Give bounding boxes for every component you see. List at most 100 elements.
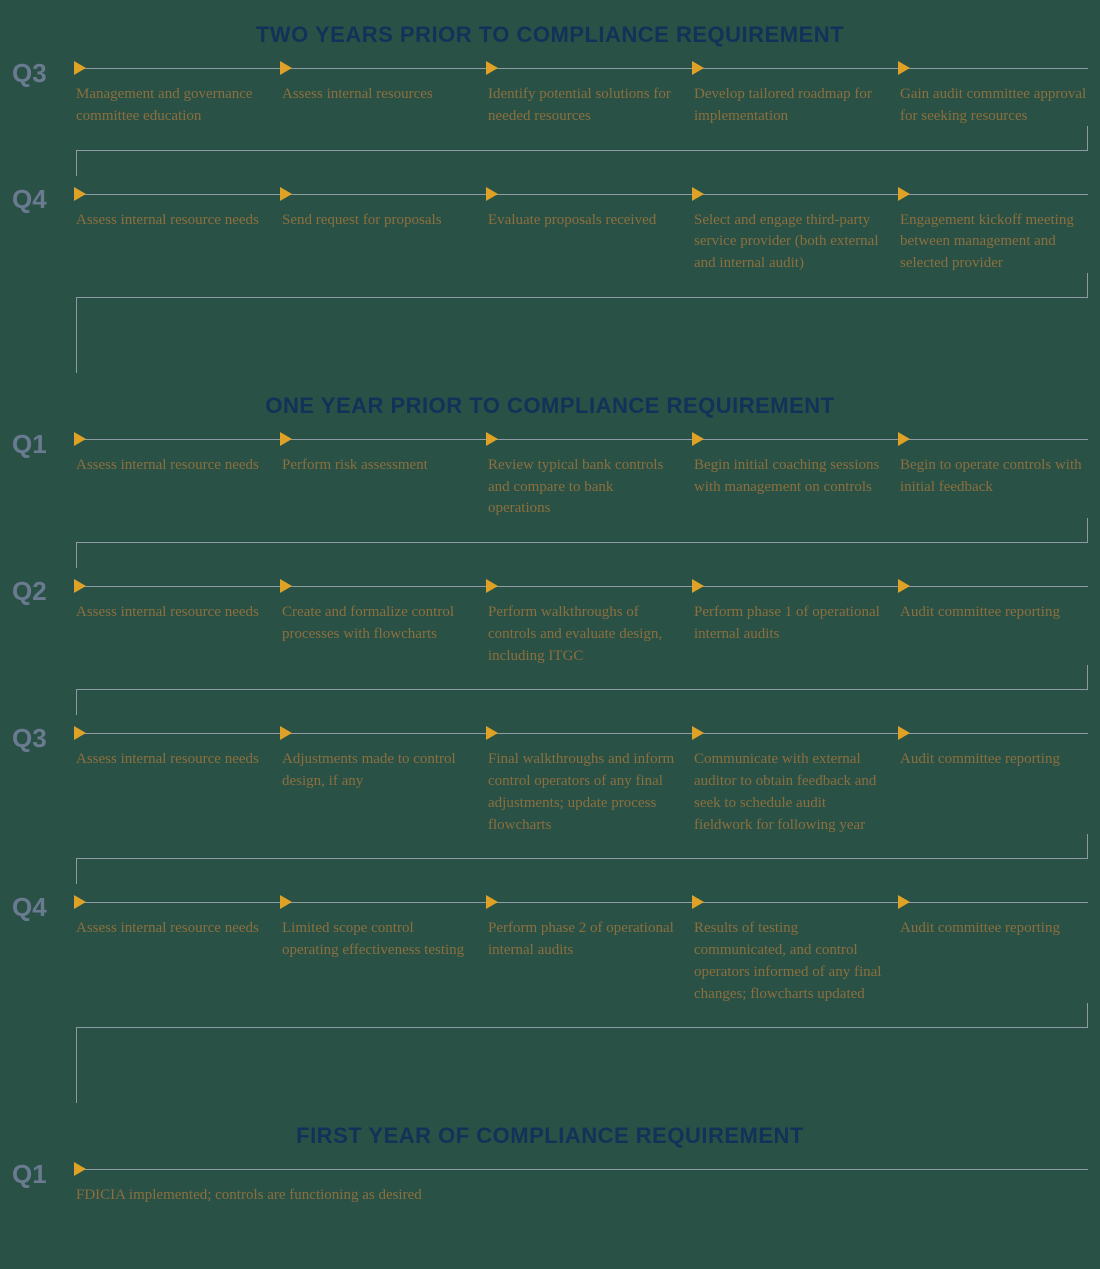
timeline-root: TWO YEARS PRIOR TO COMPLIANCE REQUIREMEN… xyxy=(12,22,1088,1207)
timeline-item-label: Perform risk assessment xyxy=(282,455,470,477)
triangle-marker-icon xyxy=(486,726,498,740)
timeline-item: Communicate with external auditor to obt… xyxy=(694,721,882,836)
timeline-item-label: Management and governance committee educ… xyxy=(76,84,264,128)
connector-segment xyxy=(76,150,77,176)
timeline-item: Gain audit committee approval for seekin… xyxy=(900,56,1088,128)
triangle-marker-icon xyxy=(74,1162,86,1176)
timeline-items: Assess internal resource needs Limited sc… xyxy=(76,890,1088,1005)
timeline-item: Assess internal resource needs xyxy=(76,427,264,520)
triangle-marker-icon xyxy=(486,61,498,75)
timeline-items: FDICIA implemented; controls are functio… xyxy=(76,1157,1088,1207)
section-title: TWO YEARS PRIOR TO COMPLIANCE REQUIREMEN… xyxy=(12,22,1088,48)
timeline-item-label: Perform phase 2 of operational internal … xyxy=(488,918,676,962)
timeline-item-label: Assess internal resource needs xyxy=(76,749,264,771)
triangle-marker-icon xyxy=(280,187,292,201)
timeline-item: Begin to operate controls with initial f… xyxy=(900,427,1088,520)
connector-segment xyxy=(76,297,77,373)
timeline-item-label: Engagement kickoff meeting between manag… xyxy=(900,210,1088,275)
triangle-marker-icon xyxy=(898,432,910,446)
timeline-connector xyxy=(76,128,1088,174)
triangle-marker-icon xyxy=(898,187,910,201)
triangle-marker-icon xyxy=(74,726,86,740)
connector-segment xyxy=(76,542,1088,543)
timeline-item-label: Assess internal resource needs xyxy=(76,918,264,940)
timeline-item: FDICIA implemented; controls are functio… xyxy=(76,1157,1088,1207)
timeline-item: Engagement kickoff meeting between manag… xyxy=(900,182,1088,275)
timeline-track: Assess internal resource needs Limited sc… xyxy=(76,890,1088,1005)
timeline-item: Audit committee reporting xyxy=(900,721,1088,836)
triangle-marker-icon xyxy=(486,579,498,593)
timeline-row: Q1 Assess internal resource needs Perform … xyxy=(12,427,1088,520)
timeline-item: Select and engage third-party service pr… xyxy=(694,182,882,275)
triangle-marker-icon xyxy=(74,187,86,201)
triangle-marker-icon xyxy=(280,432,292,446)
timeline-item: Assess internal resource needs xyxy=(76,182,264,275)
triangle-marker-icon xyxy=(280,895,292,909)
connector-segment xyxy=(76,542,77,568)
timeline-item-label: Review typical bank controls and compare… xyxy=(488,455,676,520)
timeline-item-label: Limited scope control operating effectiv… xyxy=(282,918,470,962)
quarter-label: Q1 xyxy=(12,427,68,460)
timeline-item-label: Audit committee reporting xyxy=(900,602,1088,624)
timeline-item-label: Evaluate proposals received xyxy=(488,210,676,232)
timeline-item-label: Audit committee reporting xyxy=(900,749,1088,771)
timeline-item: Results of testing communicated, and con… xyxy=(694,890,882,1005)
connector-segment xyxy=(76,297,1088,298)
triangle-marker-icon xyxy=(74,579,86,593)
timeline-item: Assess internal resource needs xyxy=(76,721,264,836)
section-title: ONE YEAR PRIOR TO COMPLIANCE REQUIREMENT xyxy=(12,393,1088,419)
timeline-row: Q3 Assess internal resource needs Adjustme… xyxy=(12,721,1088,836)
timeline-item: Perform walkthroughs of controls and eva… xyxy=(488,574,676,667)
timeline-item: Assess internal resource needs xyxy=(76,890,264,1005)
timeline-item: Perform phase 2 of operational internal … xyxy=(488,890,676,1005)
timeline-item-label: Assess internal resources xyxy=(282,84,470,106)
connector-segment xyxy=(1087,834,1088,858)
timeline-items: Management and governance committee educ… xyxy=(76,56,1088,128)
triangle-marker-icon xyxy=(486,187,498,201)
connector-segment xyxy=(1087,273,1088,297)
quarter-label: Q4 xyxy=(12,890,68,923)
timeline-item-label: Assess internal resource needs xyxy=(76,602,264,624)
timeline-items: Assess internal resource needsCreate and… xyxy=(76,574,1088,667)
timeline-item-label: Gain audit committee approval for seekin… xyxy=(900,84,1088,128)
timeline-item-label: Identify potential solutions for needed … xyxy=(488,84,676,128)
timeline-item: Assess internal resource needs xyxy=(76,574,264,667)
timeline-item: Limited scope control operating effectiv… xyxy=(282,890,470,1005)
triangle-marker-icon xyxy=(74,61,86,75)
timeline-connector xyxy=(76,667,1088,713)
timeline-connector xyxy=(76,836,1088,882)
triangle-marker-icon xyxy=(692,432,704,446)
triangle-marker-icon xyxy=(486,895,498,909)
timeline-row: Q3Management and governance committee ed… xyxy=(12,56,1088,128)
connector-segment xyxy=(76,689,77,715)
timeline-item: Begin initial coaching sessions with man… xyxy=(694,427,882,520)
triangle-marker-icon xyxy=(280,579,292,593)
timeline-track: Assess internal resource needs Perform ri… xyxy=(76,427,1088,520)
timeline-row: Q1FDICIA implemented; controls are funct… xyxy=(12,1157,1088,1207)
timeline-item-label: Results of testing communicated, and con… xyxy=(694,918,882,1005)
timeline-row: Q4Assess internal resource needsSend req… xyxy=(12,182,1088,275)
timeline-connector xyxy=(76,1005,1088,1101)
timeline-item-label: FDICIA implemented; controls are functio… xyxy=(76,1185,1088,1207)
timeline-item-label: Audit committee reporting xyxy=(900,918,1088,940)
triangle-marker-icon xyxy=(74,432,86,446)
timeline-item: Assess internal resources xyxy=(282,56,470,128)
timeline-item: Management and governance committee educ… xyxy=(76,56,264,128)
timeline-item-label: Perform walkthroughs of controls and eva… xyxy=(488,602,676,667)
quarter-label: Q3 xyxy=(12,56,68,89)
triangle-marker-icon xyxy=(692,187,704,201)
timeline-item: Audit committee reporting xyxy=(900,890,1088,1005)
triangle-marker-icon xyxy=(486,432,498,446)
timeline-item: Final walkthroughs and inform control op… xyxy=(488,721,676,836)
triangle-marker-icon xyxy=(898,579,910,593)
timeline-connector xyxy=(76,520,1088,566)
connector-segment xyxy=(76,150,1088,151)
timeline-item-label: Communicate with external auditor to obt… xyxy=(694,749,882,836)
connector-segment xyxy=(1087,126,1088,150)
triangle-marker-icon xyxy=(74,895,86,909)
timeline-track: Assess internal resource needsCreate and… xyxy=(76,574,1088,667)
timeline-item-label: Adjustments made to control design, if a… xyxy=(282,749,470,793)
timeline-item-label: Assess internal resource needs xyxy=(76,455,264,477)
quarter-label: Q3 xyxy=(12,721,68,754)
timeline-item: Identify potential solutions for needed … xyxy=(488,56,676,128)
